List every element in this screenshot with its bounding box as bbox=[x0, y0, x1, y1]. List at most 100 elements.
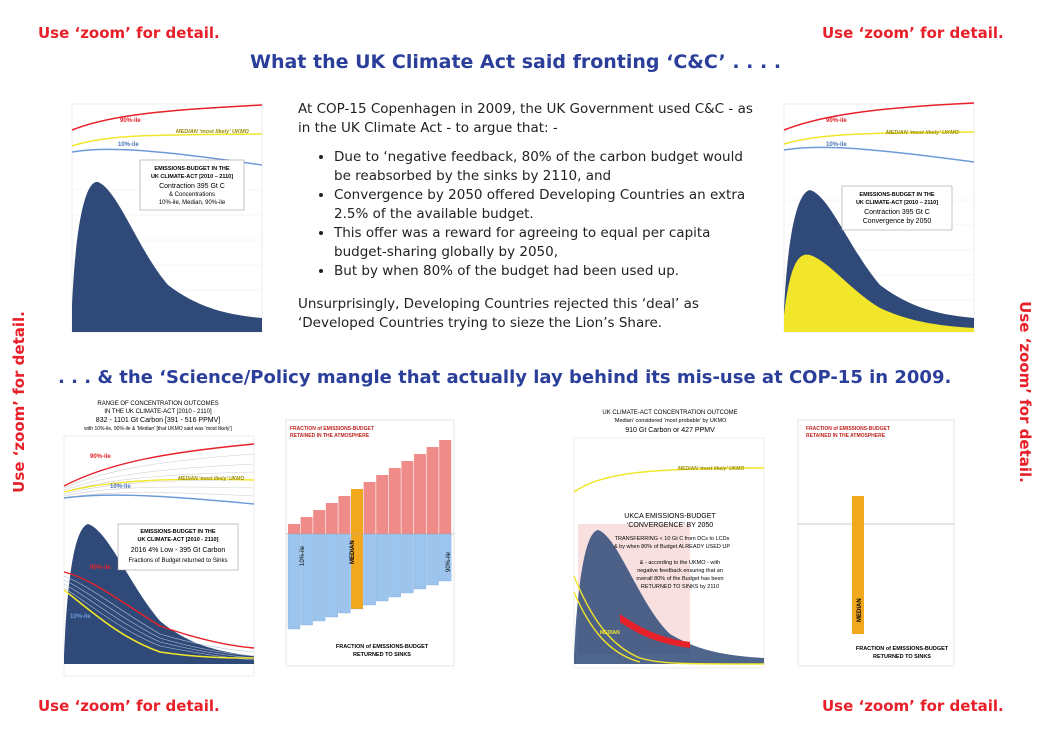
zoom-note-right-side: Use ‘zoom’ for detail. bbox=[1016, 301, 1034, 483]
intro-paragraph-1: At COP-15 Copenhagen in 2009, the UK Gov… bbox=[298, 101, 753, 136]
label-90: 90%-ile bbox=[120, 118, 141, 124]
retained-bar bbox=[426, 447, 439, 534]
retained-bar bbox=[338, 496, 351, 534]
retained-bar bbox=[325, 503, 338, 534]
convergence-area bbox=[784, 254, 974, 332]
panel-bottom-left-chart: RANGE OF CONCENTRATION OUTCOMES IN THE U… bbox=[50, 396, 268, 686]
curve-90-label: 90%-ile bbox=[90, 565, 111, 571]
box-line: EMISSIONS-BUDGET IN THE bbox=[859, 192, 935, 198]
label-median: MEDIAN ‘most likely’ UKMO bbox=[176, 129, 250, 135]
curve-median bbox=[783, 131, 975, 145]
yellow-curve bbox=[573, 575, 765, 665]
returned-bar bbox=[313, 533, 326, 622]
retained-bar bbox=[363, 482, 376, 534]
top-left-chart-svg: 90%-ile MEDIAN ‘most likely’ UKMO 10%-il… bbox=[71, 103, 263, 333]
returned-bar bbox=[376, 533, 389, 602]
retained-bar bbox=[414, 454, 426, 534]
retained-bar bbox=[388, 468, 401, 534]
intro-paragraph-2: Unsurprisingly, Developing Countries rej… bbox=[298, 296, 699, 331]
curve-median bbox=[63, 478, 255, 493]
box-line: Fractions of Budget returned to Sinks bbox=[128, 558, 227, 564]
bottom-right-chart-2-svg: FRACTION of EMISSIONS-BUDGET RETAINED IN… bbox=[797, 419, 955, 667]
box-line: Contraction 395 Gt C bbox=[864, 209, 930, 216]
red-band bbox=[620, 614, 690, 648]
bottom-label-line: FRACTION of EMISSIONS-BUDGET bbox=[336, 644, 429, 650]
returned-bar bbox=[439, 533, 452, 582]
title-line: 910 Gt Carbon or 427 PPMV bbox=[625, 427, 715, 434]
median-label: MEDIAN bbox=[857, 598, 863, 622]
title-line: IN THE UK CLIMATE-ACT [2010 - 2110] bbox=[104, 409, 212, 415]
box-line: EMISSIONS-BUDGET IN THE bbox=[140, 529, 216, 535]
top-label-line: FRACTION of EMISSIONS-BUDGET bbox=[806, 426, 890, 432]
retained-bar bbox=[351, 489, 363, 534]
bottom-label-line: RETURNED TO SINKS bbox=[873, 654, 931, 660]
note1-line: & by when 80% of Budget ALREADY USED UP bbox=[614, 544, 730, 550]
curve-median bbox=[573, 467, 765, 493]
retained-bar bbox=[300, 517, 313, 534]
retained-bar bbox=[313, 510, 326, 534]
label-median: MEDIAN ‘most likely’ UKMO bbox=[178, 476, 244, 482]
curve-median bbox=[71, 133, 263, 147]
intro-bullet-list: Due to ‘negative feedback, 80% of the ca… bbox=[298, 148, 758, 281]
emissions-budget-area bbox=[574, 530, 764, 664]
returned-bar bbox=[325, 533, 338, 618]
left-bar-label: 10%-ile bbox=[300, 545, 306, 566]
median-bar-returned bbox=[852, 524, 864, 634]
box-line: 2016 4% Low - 395 Gt Carbon bbox=[131, 547, 226, 554]
note2-line: & - according to the UKMO - with bbox=[640, 560, 720, 566]
label-median: MEDIAN ‘most likely’ UKMO bbox=[678, 466, 744, 472]
zoom-note-bottom-right: Use ‘zoom’ for detail. bbox=[822, 697, 1004, 715]
returned-bar bbox=[401, 533, 414, 594]
panel-bottom-right-chart-2: FRACTION of EMISSIONS-BUDGET RETAINED IN… bbox=[784, 396, 980, 686]
panel-top-right-chart: 90%-ile MEDIAN ‘most likely’ UKMO 10%-il… bbox=[770, 100, 1002, 348]
note2-line: RETURNED TO SINKS by 2110 bbox=[641, 584, 719, 590]
box-line: Convergence by 2050 bbox=[863, 218, 932, 225]
box-line: Contraction 395 Gt C bbox=[159, 183, 225, 190]
retained-bar bbox=[376, 475, 389, 534]
box-line: UKCA EMISSIONS-BUDGET bbox=[624, 513, 716, 520]
returned-bar bbox=[388, 533, 401, 598]
curve-90 bbox=[63, 443, 255, 487]
top-label-line: RETAINED IN THE ATMOSPHERE bbox=[806, 433, 886, 439]
intro-bullet: But by when 80% of the budget had been u… bbox=[334, 262, 758, 281]
median-bar-retained bbox=[852, 496, 864, 524]
yellow-curve-2 bbox=[573, 591, 641, 663]
panel-top-left-chart: 90%-ile MEDIAN ‘most likely’ UKMO 10%-il… bbox=[58, 100, 290, 348]
curve-10 bbox=[783, 146, 975, 163]
bottom-middle-bars-svg: FRACTION of EMISSIONS-BUDGET RETAINED IN… bbox=[285, 419, 455, 667]
zoom-note-top-right: Use ‘zoom’ for detail. bbox=[822, 24, 1004, 42]
intro-text: At COP-15 Copenhagen in 2009, the UK Gov… bbox=[298, 100, 758, 343]
note1-line: TRANSFERRING < 10 Gt C from DCs to LCDs bbox=[615, 536, 730, 542]
title-line: ‘Median’ considered ‘most probable’ by U… bbox=[614, 418, 727, 424]
box-line: ‘CONVERGENCE’ BY 2050 bbox=[627, 522, 713, 529]
box-line: EMISSIONS-BUDGET IN THE bbox=[154, 166, 230, 172]
top-right-chart-svg: 90%-ile MEDIAN ‘most likely’ UKMO 10%-il… bbox=[783, 102, 975, 333]
label-90: 90%-ile bbox=[90, 454, 111, 460]
bottom-right-chart-1-svg: UK CLIMATE-ACT CONCENTRATION OUTCOME ‘Me… bbox=[573, 410, 765, 669]
zoom-note-left-side: Use ‘zoom’ for detail. bbox=[10, 311, 28, 493]
box-line: UK CLIMATE-ACT [2010 – 2110] bbox=[856, 200, 938, 206]
returned-yellow bbox=[63, 589, 255, 659]
curve-90 bbox=[71, 104, 263, 131]
retained-bar bbox=[439, 440, 452, 534]
retained-bar bbox=[401, 461, 414, 534]
median-tag: MEDIAN bbox=[600, 630, 620, 636]
note2-line: overall 80% of the Budget has been bbox=[636, 576, 723, 582]
curve-90 bbox=[783, 102, 975, 131]
returned-bar bbox=[300, 533, 313, 626]
title-line: UK CLIMATE-ACT CONCENTRATION OUTCOME bbox=[602, 410, 737, 416]
panel-bottom-middle-bars: FRACTION of EMISSIONS-BUDGET RETAINED IN… bbox=[272, 396, 472, 686]
box-line: 10%-ile, Median, 90%-ile bbox=[159, 200, 226, 206]
curve-10 bbox=[63, 494, 255, 505]
title-line: with 10%-ile, 90%-ile & ‘Median’ [that U… bbox=[84, 426, 232, 432]
returned-bar bbox=[363, 533, 376, 606]
box-line: UK CLIMATE-ACT [2010 – 2110] bbox=[151, 174, 233, 180]
returned-bar bbox=[287, 533, 301, 630]
emissions-budget-area bbox=[72, 181, 262, 332]
returned-bar bbox=[338, 533, 351, 614]
top-label-line: FRACTION of EMISSIONS-BUDGET bbox=[290, 426, 374, 432]
label-10: 10%-ile bbox=[118, 142, 139, 148]
note2-line: negative feedback ensuring that an bbox=[637, 568, 723, 574]
curve-10-label: 10%-ile bbox=[70, 614, 91, 620]
right-bar-label: 90%-ile bbox=[446, 551, 452, 572]
